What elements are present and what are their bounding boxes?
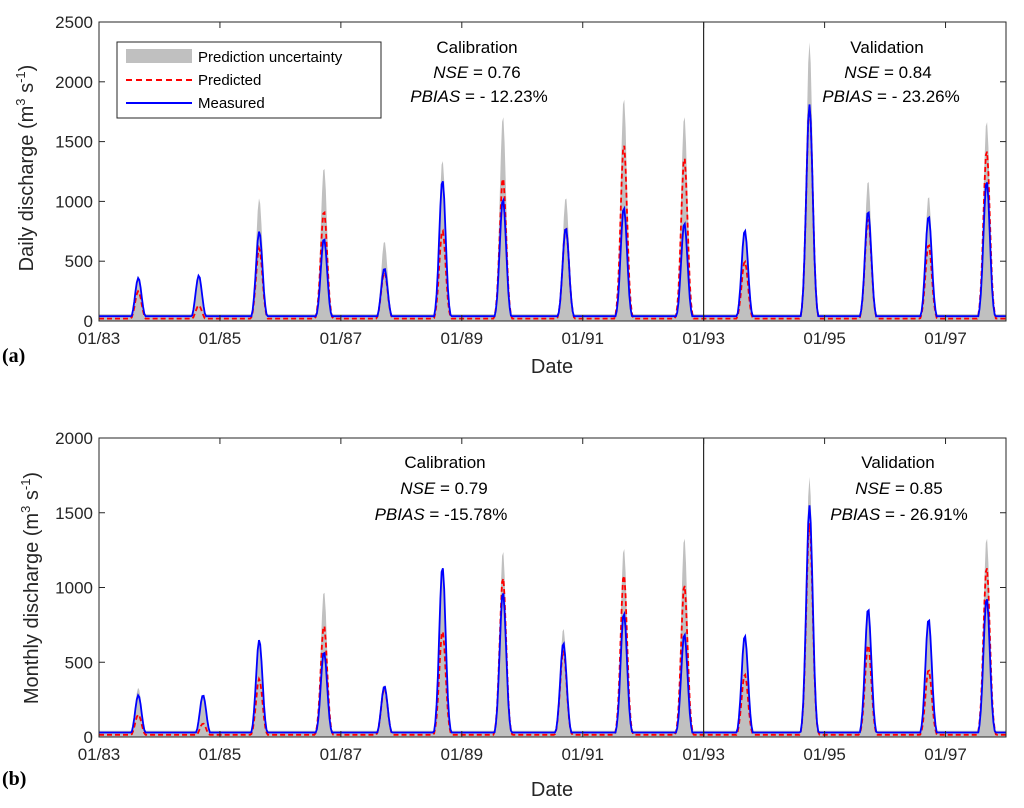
- monthly-y-tick-label: 500: [65, 653, 93, 672]
- daily-axes-frame: [98, 21, 1007, 322]
- daily-discharge-chart: 0 500 1000 1500 2000 2500 01/83 01/85 01/87 01/89…: [2, 13, 1007, 378]
- monthly-x-tick-label: 01/97: [924, 745, 967, 764]
- daily-x-tick-label: 01/87: [320, 329, 363, 348]
- daily-validation-pbias: PBIAS = - 23.26%: [822, 87, 960, 106]
- monthly-calibration-title: Calibration: [404, 453, 485, 472]
- daily-validation-title: Validation: [850, 38, 923, 57]
- monthly-x-tick-label: 01/85: [199, 745, 242, 764]
- monthly-y-axis-label: Monthly discharge (m3 s-1): [18, 472, 43, 704]
- monthly-x-tick-label: 01/89: [441, 745, 484, 764]
- monthly-validation-nse: NSE = 0.85: [855, 479, 942, 498]
- daily-y-axis-label: Daily discharge (m3 s-1): [13, 65, 38, 272]
- monthly-validation-pbias: PBIAS = - 26.91%: [830, 505, 968, 524]
- daily-x-tick-label: 01/83: [78, 329, 121, 348]
- legend: Prediction uncertainty Predicted Measure…: [116, 41, 382, 119]
- monthly-y-tick-label: 1500: [55, 504, 93, 523]
- daily-validation-nse: NSE = 0.84: [844, 63, 931, 82]
- legend-label-measured: Measured: [198, 95, 265, 112]
- daily-y-tick-label: 2000: [55, 73, 93, 92]
- monthly-x-tick-label: 01/93: [682, 745, 725, 764]
- monthly-measured-line: [99, 505, 1006, 734]
- legend-label-uncertainty: Prediction uncertainty: [198, 49, 343, 66]
- daily-y-tick-label: 2500: [55, 13, 93, 32]
- panel-label-a: (a): [2, 345, 25, 367]
- daily-x-axis-label: Date: [531, 356, 573, 378]
- daily-y-tick-label: 1500: [55, 133, 93, 152]
- daily-calibration-title: Calibration: [436, 38, 517, 57]
- daily-predicted-line: [99, 105, 1006, 320]
- daily-plot-area: [98, 21, 1007, 322]
- monthly-x-tick-label: 01/87: [320, 745, 363, 764]
- daily-x-tick-label: 01/97: [924, 329, 967, 348]
- monthly-x-tick-label: 01/95: [803, 745, 846, 764]
- legend-label-predicted: Predicted: [198, 72, 261, 89]
- legend-swatch-uncertainty: [126, 49, 192, 63]
- daily-y-tick-label: 1000: [55, 192, 93, 211]
- monthly-predicted-line: [99, 523, 1006, 736]
- monthly-y-tick-label: 2000: [55, 429, 93, 448]
- daily-x-tick-label: 01/89: [441, 329, 484, 348]
- daily-y-tick-label: 500: [65, 252, 93, 271]
- monthly-x-tick-label: 01/91: [561, 745, 604, 764]
- panel-label-b: (b): [2, 768, 26, 790]
- monthly-y-tick-label: 1000: [55, 579, 93, 598]
- daily-x-tick-label: 01/91: [561, 329, 604, 348]
- daily-x-tick-label: 01/95: [803, 329, 846, 348]
- monthly-calibration-nse: NSE = 0.79: [400, 479, 487, 498]
- monthly-discharge-chart: 0 500 1000 1500 2000 01/83 01/85 01/87 01/89 01/9…: [2, 429, 1007, 801]
- daily-x-tick-label: 01/85: [199, 329, 242, 348]
- daily-measured-line: [99, 104, 1006, 318]
- monthly-x-axis-label: Date: [531, 779, 573, 801]
- daily-x-tick-label: 01/93: [682, 329, 725, 348]
- monthly-x-tick-label: 01/83: [78, 745, 121, 764]
- monthly-calibration-pbias: PBIAS = -15.78%: [375, 505, 508, 524]
- daily-y-tick-label: 0: [84, 312, 93, 331]
- daily-axis-ticks: 0 500 1000 1500 2000 2500 01/83 01/85 01/87 01/89…: [55, 13, 1006, 348]
- daily-calibration-nse: NSE = 0.76: [433, 63, 520, 82]
- monthly-y-tick-label: 0: [84, 728, 93, 747]
- daily-calibration-pbias: PBIAS = - 12.23%: [410, 87, 548, 106]
- monthly-axis-ticks: 0 500 1000 1500 2000 01/83 01/85 01/87 01/89 01/9…: [55, 429, 1006, 764]
- monthly-validation-title: Validation: [861, 453, 934, 472]
